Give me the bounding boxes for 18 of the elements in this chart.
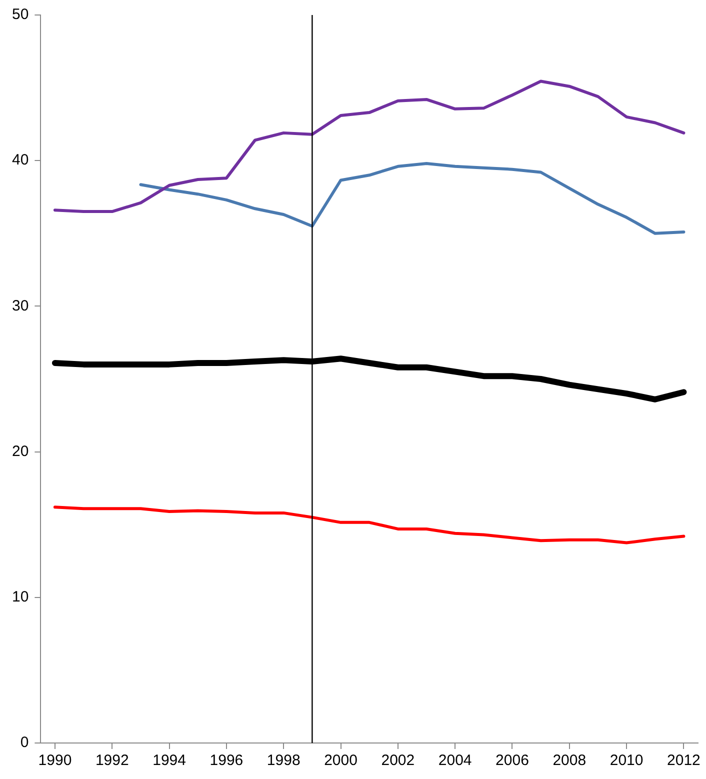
y-tick-label: 20 (12, 442, 29, 460)
x-tick-label: 2012 (667, 752, 700, 770)
x-tick-label: 1994 (152, 752, 186, 770)
y-tick-label: 50 (12, 6, 29, 24)
x-tick-label: 1990 (38, 752, 72, 770)
x-tick-label: 1998 (266, 752, 300, 770)
x-tick-label: 2002 (381, 752, 415, 770)
x-tick-label: 2004 (438, 752, 472, 770)
x-tick-label: 1992 (95, 752, 129, 770)
y-tick-label: 10 (12, 588, 29, 606)
y-tick-label: 0 (20, 734, 29, 752)
x-tick-label: 2006 (496, 752, 529, 770)
x-tick-label: 2010 (610, 752, 644, 770)
x-tick-label: 2000 (324, 752, 358, 770)
x-tick-label: 1996 (210, 752, 244, 770)
y-tick-label: 30 (12, 297, 29, 314)
x-tick-label: 2008 (552, 752, 586, 770)
y-tick-label: 40 (12, 152, 29, 169)
